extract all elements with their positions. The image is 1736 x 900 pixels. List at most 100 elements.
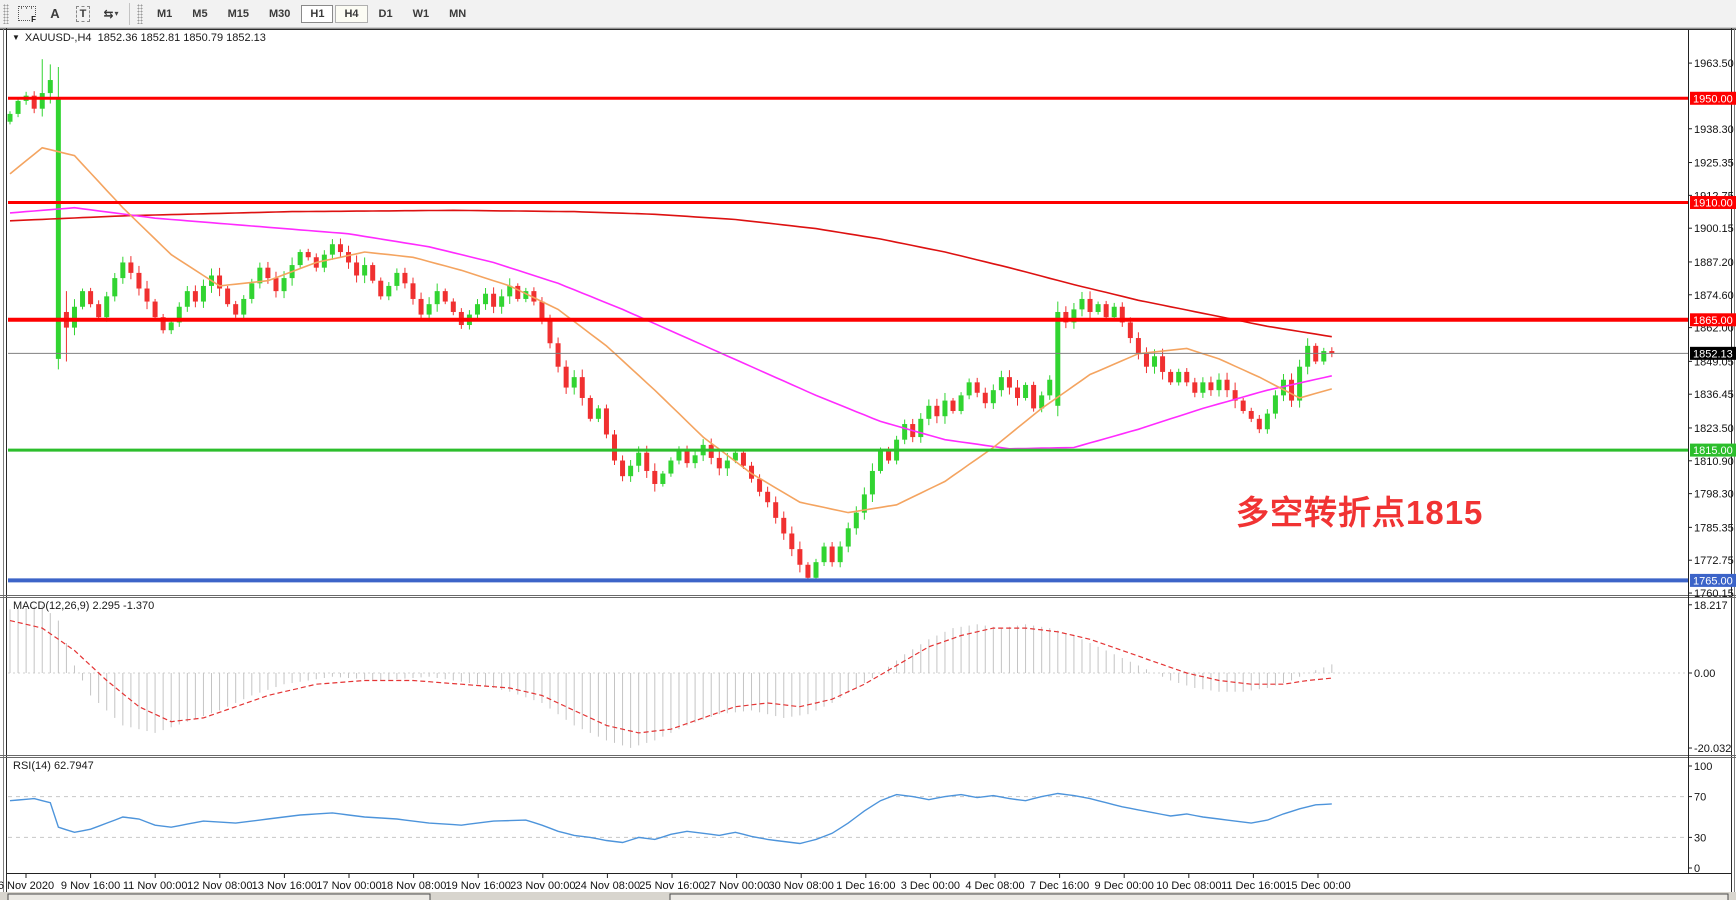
date-label: 27 Nov 00:00 <box>704 880 769 892</box>
date-label: 4 Dec 08:00 <box>965 880 1024 892</box>
timeframe-button-m1[interactable]: M1 <box>157 7 173 20</box>
candle-body <box>112 278 118 297</box>
arrows-icon: ⇆ <box>103 6 113 21</box>
candle-body <box>612 434 617 461</box>
arrow-label-tool-button[interactable]: A <box>42 2 68 26</box>
price-tick-label: 1900.15 <box>1694 223 1734 235</box>
candle-body <box>354 262 360 276</box>
candle-body <box>394 272 400 286</box>
one-click-trading-collapse-icon[interactable]: ▼ <box>12 33 20 42</box>
candle-body <box>402 272 408 284</box>
candle-body <box>257 267 263 284</box>
ma-orange-line[interactable] <box>9 146 1333 514</box>
candle-body <box>523 291 529 299</box>
date-label: 9 Nov 16:00 <box>61 880 120 892</box>
candle-body <box>644 452 650 471</box>
candle-body <box>1063 311 1069 323</box>
timeframe-button-h4[interactable]: H4 <box>335 4 368 23</box>
candle-body <box>676 450 682 461</box>
candle-body <box>1264 413 1270 430</box>
candle-body <box>184 291 190 307</box>
candle-body <box>7 113 13 122</box>
candle-body <box>434 291 440 305</box>
bottom-dock-tab[interactable] <box>7 893 431 900</box>
candle-body <box>636 452 642 466</box>
chart-text-annotation[interactable]: 多空转折点1815 <box>1236 494 1484 531</box>
candle-body <box>1200 382 1206 393</box>
macd-signal-line[interactable] <box>9 620 1332 734</box>
candle-body <box>1087 298 1093 312</box>
candle-body <box>39 93 45 109</box>
rsi-tick-label: 0 <box>1694 863 1700 875</box>
toolbar: F A T ⇆ ▾ M1 M5 M15 M30 H1 H4 D1 W1 MN <box>0 0 1736 28</box>
level-1950.00-badge <box>1690 91 1736 105</box>
candle-body <box>1216 379 1222 391</box>
candle-body <box>450 301 456 312</box>
date-label: 3 Dec 00:00 <box>901 880 960 892</box>
timeframe-button-group: M1 M5 M15 M30 H1 H4 D1 W1 MN <box>147 4 476 23</box>
timeframe-button-m5[interactable]: M5 <box>192 7 208 20</box>
ma-magenta-line[interactable] <box>9 206 1332 450</box>
rsi-line[interactable] <box>9 792 1332 845</box>
timeframe-button-d1[interactable]: D1 <box>378 7 393 20</box>
candle-body <box>370 265 376 281</box>
candle-body <box>877 450 883 471</box>
candle-body <box>587 397 593 419</box>
date-label: 30 Nov 08:00 <box>768 880 833 892</box>
candle-body <box>217 275 223 289</box>
price-tick-label: 1785.35 <box>1694 522 1734 534</box>
timeframe-button-m15[interactable]: M15 <box>227 7 249 20</box>
candle-body <box>144 288 150 302</box>
grid-properties-button[interactable]: F <box>14 2 40 26</box>
candle-body <box>773 502 779 518</box>
macd-indicator-label: MACD(12,26,9) 2.295 -1.370 <box>13 600 155 612</box>
candle-body <box>88 291 94 305</box>
candle-body <box>724 460 730 469</box>
candle-body <box>974 382 980 393</box>
bottom-dock-tab[interactable] <box>669 893 1729 900</box>
candle-body <box>579 377 585 398</box>
toolbar-grip[interactable] <box>3 3 9 24</box>
chart-symbol-label: XAUUSD-,H4 <box>24 32 92 44</box>
candle-body <box>337 244 343 253</box>
candle-body <box>265 267 271 279</box>
candle-body <box>926 405 932 419</box>
cursor-mode-dropdown-button[interactable]: ⇆ ▾ <box>98 2 124 26</box>
candle-body <box>1321 351 1327 362</box>
timeframe-toolbar-grip[interactable] <box>137 3 143 24</box>
candle-body <box>563 366 569 388</box>
date-label: 18 Nov 08:00 <box>381 880 446 892</box>
date-label: 24 Nov 08:00 <box>575 880 640 892</box>
timeframe-button-m30[interactable]: M30 <box>268 7 291 20</box>
candle-body <box>1280 379 1286 396</box>
candle-body <box>531 291 537 302</box>
date-label: 6 Nov 2020 <box>0 880 54 892</box>
candle-body <box>1152 356 1158 367</box>
timeframe-button-h1[interactable]: H1 <box>301 4 334 23</box>
price-tick-label: 1823.50 <box>1694 423 1734 435</box>
candle-body <box>1079 298 1085 310</box>
chart-title: ▼ XAUUSD-,H4 1852.36 1852.81 1850.79 1852… <box>12 32 266 44</box>
level-1815.00-badge-label: 1815.00 <box>1693 445 1733 457</box>
chart-canvas[interactable]: 1963.501938.301925.351912.751900.151887.… <box>0 28 1736 900</box>
candle-body <box>1305 345 1311 367</box>
level-1910.00-badge-label: 1910.00 <box>1693 198 1733 210</box>
candle-body <box>797 549 803 565</box>
candle-body <box>966 382 972 396</box>
level-1765.00-badge-label: 1765.00 <box>1693 575 1733 587</box>
timeframe-button-w1[interactable]: W1 <box>412 7 430 20</box>
ma-red-line[interactable] <box>9 209 1332 338</box>
candle-body <box>1168 371 1174 383</box>
candle-body <box>1135 338 1141 354</box>
candle-body <box>998 377 1004 391</box>
timeframe-button-mn[interactable]: MN <box>449 7 467 20</box>
candle-body <box>934 405 940 417</box>
candle-body <box>418 298 424 315</box>
candle-body <box>241 298 247 315</box>
candle-body <box>71 306 77 328</box>
text-tool-icon: T <box>75 5 91 22</box>
candle-body <box>732 452 738 461</box>
text-label-tool-button[interactable]: T <box>70 2 96 26</box>
candle-body <box>426 304 432 315</box>
candle-body <box>491 293 497 307</box>
